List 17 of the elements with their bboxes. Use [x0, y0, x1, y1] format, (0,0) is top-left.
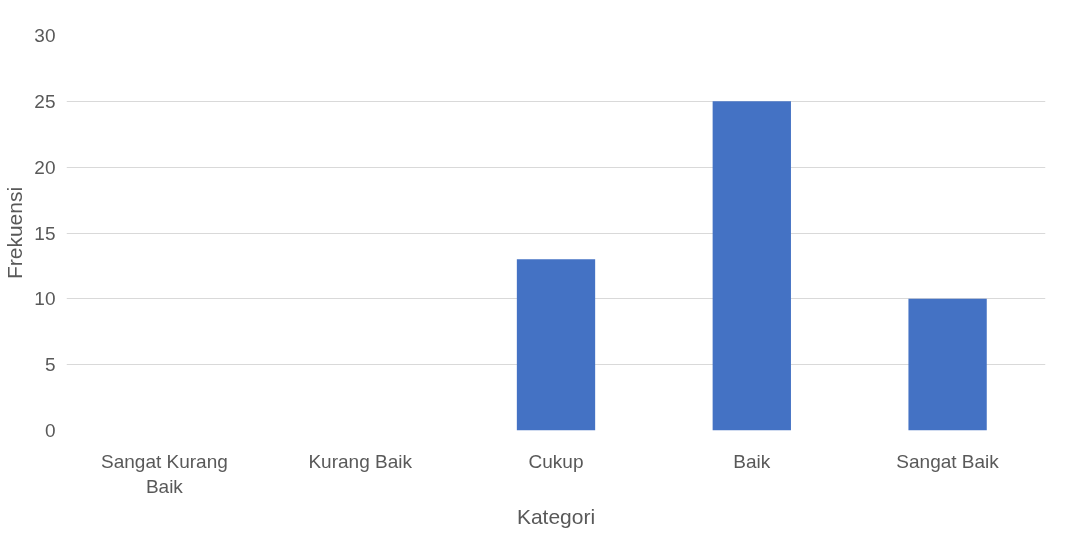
- y-tick-label: 20: [34, 156, 56, 178]
- y-tick-label: 30: [34, 25, 56, 46]
- y-tick-label: 25: [34, 90, 56, 112]
- y-tick-label: 15: [34, 222, 56, 244]
- y-axis-title: Frekuensi: [3, 186, 27, 280]
- x-tick-label: Kurang Baik: [308, 450, 413, 472]
- y-tick-label: 10: [34, 288, 56, 310]
- bar: [712, 101, 791, 431]
- x-tick-label: Sangat Baik: [896, 450, 1000, 472]
- x-axis-title: Kategori: [516, 504, 596, 528]
- bar: [908, 298, 987, 431]
- y-tick-label: 5: [44, 354, 56, 376]
- x-tick-label: Sangat Kurang Baik: [101, 450, 228, 497]
- bar: [516, 259, 596, 431]
- x-tick-label: Cukup: [528, 450, 584, 472]
- y-tick-label: 0: [44, 420, 56, 441]
- x-tick-label: Baik: [733, 450, 771, 472]
